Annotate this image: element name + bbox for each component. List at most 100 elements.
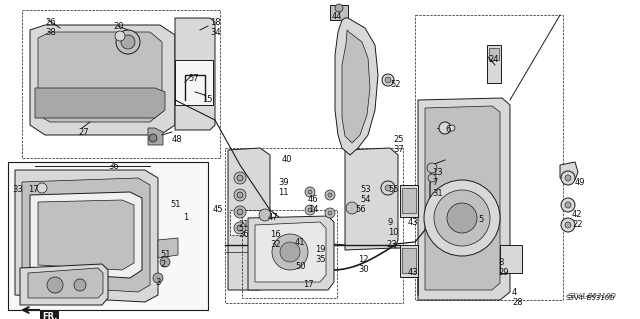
Text: 1: 1: [183, 213, 188, 222]
Text: 56: 56: [355, 205, 365, 214]
Text: 48: 48: [172, 135, 182, 144]
Text: 51: 51: [170, 200, 180, 209]
Circle shape: [153, 273, 163, 283]
Text: 43: 43: [408, 218, 419, 227]
Circle shape: [434, 190, 490, 246]
Circle shape: [259, 209, 271, 221]
Circle shape: [565, 175, 571, 181]
Text: 36: 36: [108, 162, 119, 171]
Circle shape: [427, 163, 437, 173]
Text: S3V4–B5310D: S3V4–B5310D: [565, 295, 614, 301]
Circle shape: [74, 279, 86, 291]
Bar: [330, 5, 348, 20]
Circle shape: [428, 174, 436, 182]
Text: 8
29: 8 29: [498, 258, 509, 278]
Circle shape: [565, 202, 571, 208]
Text: 15: 15: [202, 95, 212, 104]
Text: 53
54: 53 54: [360, 185, 371, 204]
Bar: [230, 210, 262, 235]
Text: 20: 20: [113, 22, 124, 31]
Text: 26
38: 26 38: [45, 18, 56, 37]
Polygon shape: [15, 170, 158, 302]
Text: 45: 45: [213, 205, 223, 214]
Text: 46
14: 46 14: [308, 195, 319, 214]
Text: 55: 55: [388, 185, 399, 194]
Text: 41: 41: [295, 238, 305, 247]
Polygon shape: [35, 88, 165, 118]
Circle shape: [346, 202, 358, 214]
Bar: [175, 60, 213, 105]
Polygon shape: [30, 25, 175, 135]
Text: 25
37: 25 37: [393, 135, 404, 154]
Polygon shape: [22, 178, 150, 292]
Text: 40: 40: [282, 155, 292, 164]
Text: 18
34: 18 34: [210, 18, 221, 37]
Polygon shape: [255, 222, 326, 282]
Circle shape: [272, 234, 308, 270]
Polygon shape: [345, 148, 398, 250]
Polygon shape: [228, 148, 270, 290]
Circle shape: [237, 225, 243, 231]
Text: FR.: FR.: [42, 312, 58, 319]
Text: 3: 3: [155, 278, 161, 287]
Text: 27: 27: [78, 128, 88, 137]
Bar: [402, 188, 416, 213]
Polygon shape: [175, 18, 215, 130]
Circle shape: [335, 4, 343, 12]
Text: 39
11: 39 11: [278, 178, 289, 197]
Circle shape: [237, 209, 243, 215]
Text: 23: 23: [386, 240, 397, 249]
Circle shape: [280, 242, 300, 262]
Circle shape: [447, 203, 477, 233]
Text: 50: 50: [295, 262, 305, 271]
Circle shape: [325, 190, 335, 200]
Circle shape: [115, 31, 125, 41]
Text: 6: 6: [445, 125, 451, 134]
Text: 57: 57: [188, 74, 198, 83]
Circle shape: [234, 206, 246, 218]
Bar: [487, 45, 501, 83]
Circle shape: [116, 30, 140, 54]
Text: 43: 43: [408, 268, 419, 277]
Text: 52: 52: [390, 80, 401, 89]
Text: 42
22: 42 22: [572, 210, 582, 229]
Text: 17: 17: [28, 185, 38, 194]
Circle shape: [561, 218, 575, 232]
Text: 49: 49: [575, 178, 586, 187]
Circle shape: [308, 208, 312, 212]
Text: S3V4-B5310D: S3V4-B5310D: [568, 293, 617, 299]
Circle shape: [565, 222, 571, 228]
Bar: [415, 15, 563, 300]
Polygon shape: [418, 98, 510, 300]
Circle shape: [381, 181, 395, 195]
Circle shape: [305, 205, 315, 215]
Text: 47: 47: [268, 213, 278, 222]
Circle shape: [234, 172, 246, 184]
Text: 19
35: 19 35: [315, 245, 326, 264]
Bar: [489, 48, 499, 60]
Text: 51
2: 51 2: [160, 250, 170, 270]
Text: 13
7
31: 13 7 31: [432, 168, 443, 198]
Circle shape: [385, 185, 391, 191]
Text: 9
10: 9 10: [388, 218, 399, 237]
Bar: [225, 148, 403, 303]
Circle shape: [328, 193, 332, 197]
Circle shape: [237, 192, 243, 198]
Circle shape: [160, 257, 170, 267]
Text: 21
36: 21 36: [238, 220, 249, 239]
Polygon shape: [248, 216, 334, 290]
Bar: [400, 245, 418, 277]
Polygon shape: [342, 30, 370, 143]
Polygon shape: [38, 32, 162, 122]
Polygon shape: [335, 18, 378, 155]
Circle shape: [234, 222, 246, 234]
Circle shape: [237, 175, 243, 181]
Bar: [400, 185, 418, 217]
Polygon shape: [158, 238, 178, 258]
Circle shape: [234, 189, 246, 201]
Polygon shape: [30, 192, 142, 278]
Circle shape: [149, 134, 157, 142]
Circle shape: [382, 74, 394, 86]
Text: 17: 17: [303, 280, 314, 289]
Circle shape: [121, 35, 135, 49]
